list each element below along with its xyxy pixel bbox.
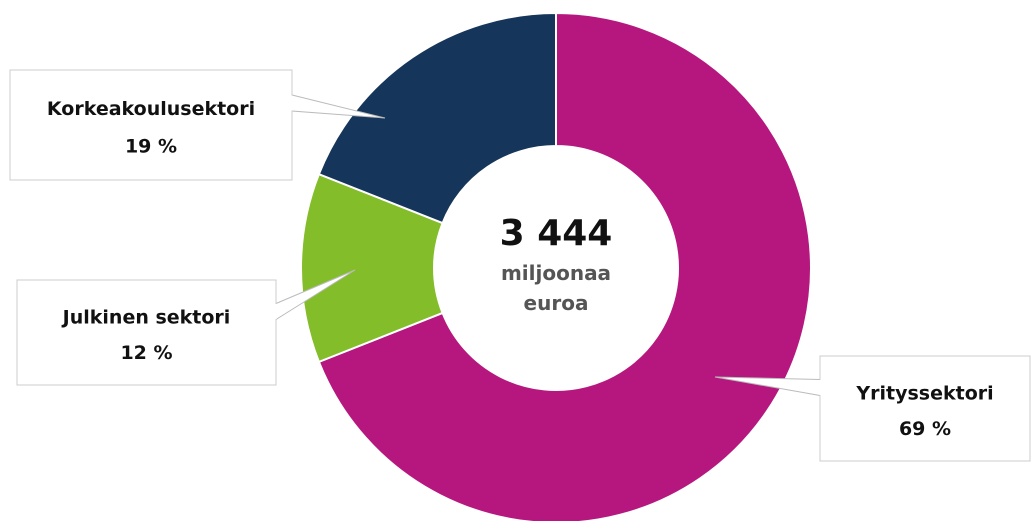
label-box-cover xyxy=(819,380,821,395)
slice-label: Korkeakoulusektori xyxy=(47,98,255,120)
slice-value-label: 19 % xyxy=(125,136,177,158)
donut-slice xyxy=(317,11,557,225)
donut-slice xyxy=(317,11,812,521)
center-label: 3 444 miljoonaa euroa xyxy=(481,210,631,318)
label-box xyxy=(819,355,1031,462)
center-text: miljoonaa euroa xyxy=(500,261,612,315)
slice-label: Yrityssektori xyxy=(855,382,993,404)
slice-value-label: 69 % xyxy=(899,418,951,440)
donut-slice xyxy=(300,172,444,364)
label-box xyxy=(16,279,277,386)
label-box xyxy=(9,69,293,181)
slice-value-label: 12 % xyxy=(120,342,172,364)
label-box-cover xyxy=(291,95,293,111)
center-value: 3 444 xyxy=(499,213,613,254)
slice-label: Julkinen sektori xyxy=(61,306,231,328)
label-box-cover xyxy=(275,304,277,319)
